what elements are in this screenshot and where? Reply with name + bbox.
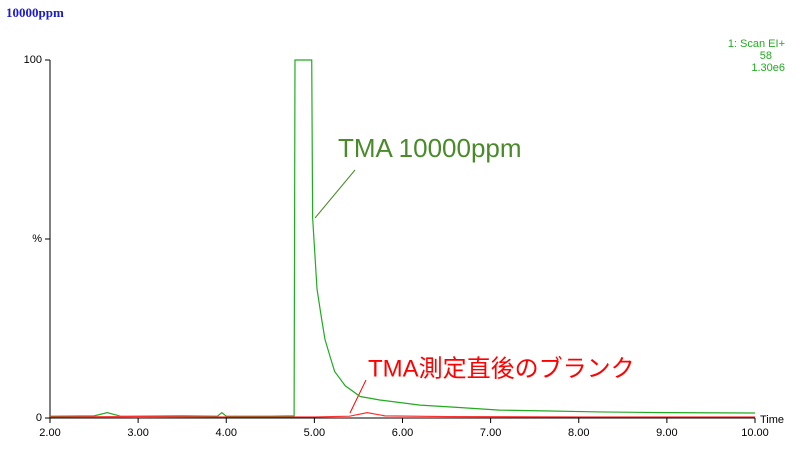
x-tick-label: 10.00 — [741, 427, 769, 439]
y-tick-label: 0 — [36, 412, 42, 424]
x-tick-label: 8.00 — [568, 427, 589, 439]
annotation: TMA 10000ppm — [338, 133, 522, 163]
x-tick-label: 5.00 — [304, 427, 325, 439]
info-text: 1: Scan EI+ — [728, 38, 785, 50]
y-tick-label: 100 — [24, 54, 42, 66]
y-tick-label: % — [32, 233, 42, 245]
x-tick-label: 6.00 — [392, 427, 413, 439]
x-tick-label: 4.00 — [216, 427, 237, 439]
x-tick-label: 9.00 — [656, 427, 677, 439]
info-text: 58 — [760, 50, 772, 62]
annotation: TMA測定直後のブランク — [368, 355, 635, 382]
chart-title: 10000ppm — [6, 5, 64, 20]
series-line — [49, 59, 756, 417]
series-line — [49, 412, 755, 418]
info-text: 1.30e6 — [751, 62, 785, 74]
annotation-pointer — [349, 379, 367, 414]
annotation-pointer — [314, 169, 356, 219]
x-tick-label: 2.00 — [39, 427, 60, 439]
x-tick-label: 3.00 — [127, 427, 148, 439]
x-tick-label: 7.00 — [480, 427, 501, 439]
x-axis-label: Time — [760, 414, 784, 426]
